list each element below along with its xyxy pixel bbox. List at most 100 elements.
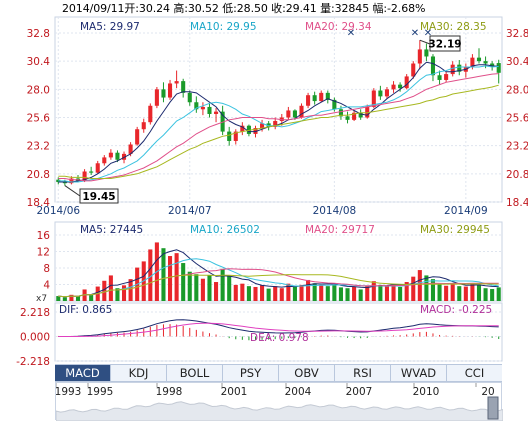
timeline-navigator[interactable]: 1993 1995 1998 2001 2004 2007 2010 20: [55, 382, 504, 422]
volume-bar: [207, 275, 212, 301]
candle-body: [227, 131, 232, 141]
volume-bar: [437, 284, 442, 301]
high-price-box: [429, 35, 461, 52]
dif-line: [58, 319, 499, 337]
candle-body: [424, 49, 429, 57]
volume-bar: [325, 286, 330, 301]
volume-bar: [233, 284, 238, 301]
tab-kdj[interactable]: KDJ: [111, 365, 167, 381]
volume-bar: [430, 279, 436, 301]
candle-body: [312, 95, 317, 102]
price-axis-left-label: 23.2: [27, 141, 50, 153]
candle-body: [358, 112, 363, 118]
tab-wvad[interactable]: WVAD: [391, 365, 447, 381]
open-value: 30.24: [138, 2, 170, 15]
volume-bar: [483, 288, 488, 301]
macd-legend: MACD: -0.225: [420, 304, 492, 316]
candle-body: [246, 125, 251, 134]
event-marker: ✕: [424, 28, 432, 39]
tab-psy[interactable]: PSY: [223, 365, 279, 381]
date-axis-label: 2014/08: [313, 205, 357, 217]
volume-bar: [490, 289, 495, 301]
volume-ma5-line: [58, 249, 499, 298]
price-axis-right-label: 28.0: [506, 84, 528, 96]
volume-legend-3: MA30: 29945: [420, 224, 490, 236]
volume-bar: [194, 274, 199, 301]
candle-body: [299, 105, 304, 118]
volume-bar: [253, 286, 258, 301]
volume-bar: [338, 287, 343, 301]
volume-bar: [417, 270, 422, 301]
volume-bar: [273, 286, 278, 301]
volume-bar: [450, 283, 455, 301]
high-price-label: 32.19: [428, 39, 461, 51]
price-axis-left-label: 32.8: [27, 28, 50, 40]
candle-body: [292, 110, 297, 118]
price-plot-frame: [54, 16, 503, 203]
candle-body: [141, 122, 146, 130]
timeline-area: [55, 401, 504, 422]
macd-axis-label: 0.000: [20, 332, 50, 344]
candle-body: [82, 171, 87, 181]
volume-axis-label: 12: [37, 247, 50, 259]
price-axis-right-label: 23.2: [506, 141, 528, 153]
volume-bar: [424, 275, 429, 301]
tab-obv[interactable]: OBV: [279, 365, 335, 381]
date-axis-label: 2014/07: [168, 205, 212, 217]
quote-header: 2014/09/11开:30.24 高:30.52 低:28.50 收:29.4…: [62, 0, 425, 16]
candle-body: [121, 153, 127, 160]
price-panel[interactable]: 18.4 18.4 20.8 20.8 23.2 23.2 25.6 25.6 28.0 28.0…: [27, 16, 528, 217]
candle-body: [214, 111, 219, 114]
candle-body: [490, 63, 495, 68]
candle-body: [345, 116, 350, 120]
volume-panel[interactable]: 4 8 12 16 MA5: 27445 MA10: 26502 MA20: 29717 MA…: [37, 221, 503, 302]
volume-bar: [200, 278, 205, 301]
candle-body: [194, 102, 199, 110]
low-price-box: [79, 188, 119, 204]
candle-body: [430, 56, 436, 76]
price-axis-right-label: 30.4: [506, 56, 528, 68]
volume-bar: [404, 282, 409, 301]
candle-body: [220, 111, 225, 132]
volume-bar: [260, 285, 265, 301]
high-leader: [419, 39, 431, 45]
tab-cci[interactable]: CCI: [464, 366, 485, 380]
tab-macd[interactable]: MACD: [55, 365, 111, 381]
candle-body: [457, 64, 462, 72]
date-axis-label: 2014/09: [444, 205, 488, 217]
candle-body: [174, 81, 179, 84]
candle-body: [62, 182, 67, 184]
volume-legend-2: MA20: 29717: [305, 224, 375, 236]
volume-bar: [332, 284, 337, 301]
macd-panel[interactable]: -2.218 0.000 2.218 x7 DIF: 0.865 DEA: 0.978 MA…: [16, 294, 503, 368]
volume-bar: [411, 276, 416, 301]
candle-body: [135, 129, 140, 145]
low-label: 低:: [222, 2, 237, 15]
tab-rsi[interactable]: RSI: [335, 365, 391, 381]
volume-axis-label: 8: [43, 263, 50, 275]
candle-body: [417, 49, 422, 64]
volume-bar: [457, 286, 462, 301]
ma30-line: [58, 84, 499, 179]
candle-body: [115, 152, 120, 160]
volume-ma10-line: [58, 258, 499, 298]
volume-bar: [227, 275, 232, 301]
volume-bar: [463, 286, 468, 301]
candle-body: [365, 106, 370, 118]
volume-axis-label: 4: [43, 280, 50, 292]
timeline-year-label: 20: [481, 386, 494, 398]
candle-body: [89, 171, 94, 173]
volume-bar: [384, 286, 390, 301]
dea-line: [58, 322, 499, 337]
volume-bar: [121, 285, 127, 301]
volume-bar: [371, 281, 376, 301]
price-legend-2: MA20: 29.34: [305, 21, 372, 33]
candle-body: [332, 99, 337, 110]
volume-bar: [391, 284, 396, 301]
close-label: 收:: [271, 2, 286, 15]
tab-boll[interactable]: BOLL: [167, 365, 223, 381]
volume-bar: [56, 296, 61, 301]
ma10-line: [58, 65, 499, 183]
volume-bar: [279, 288, 284, 301]
